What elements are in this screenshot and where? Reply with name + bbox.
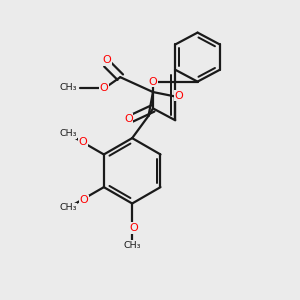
Text: O: O [124,114,133,124]
Text: CH₃: CH₃ [123,241,141,250]
Text: CH₃: CH₃ [59,129,76,138]
Text: O: O [80,195,88,205]
Text: CH₃: CH₃ [59,203,76,212]
Text: O: O [175,91,183,100]
Text: O: O [103,55,111,65]
Text: O: O [148,76,157,87]
Text: O: O [79,137,87,147]
Text: O: O [100,82,109,93]
Text: CH₃: CH₃ [60,83,77,92]
Text: O: O [129,223,138,233]
